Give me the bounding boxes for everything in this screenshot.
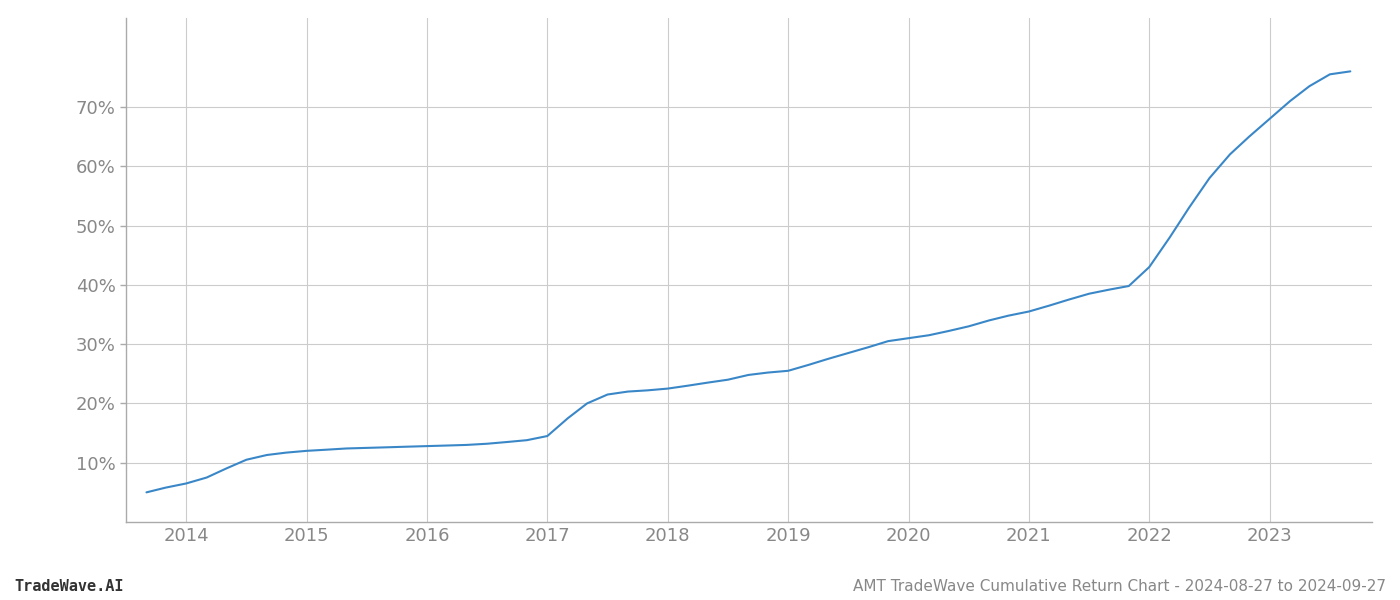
Text: TradeWave.AI: TradeWave.AI bbox=[14, 579, 123, 594]
Text: AMT TradeWave Cumulative Return Chart - 2024-08-27 to 2024-09-27: AMT TradeWave Cumulative Return Chart - … bbox=[853, 579, 1386, 594]
